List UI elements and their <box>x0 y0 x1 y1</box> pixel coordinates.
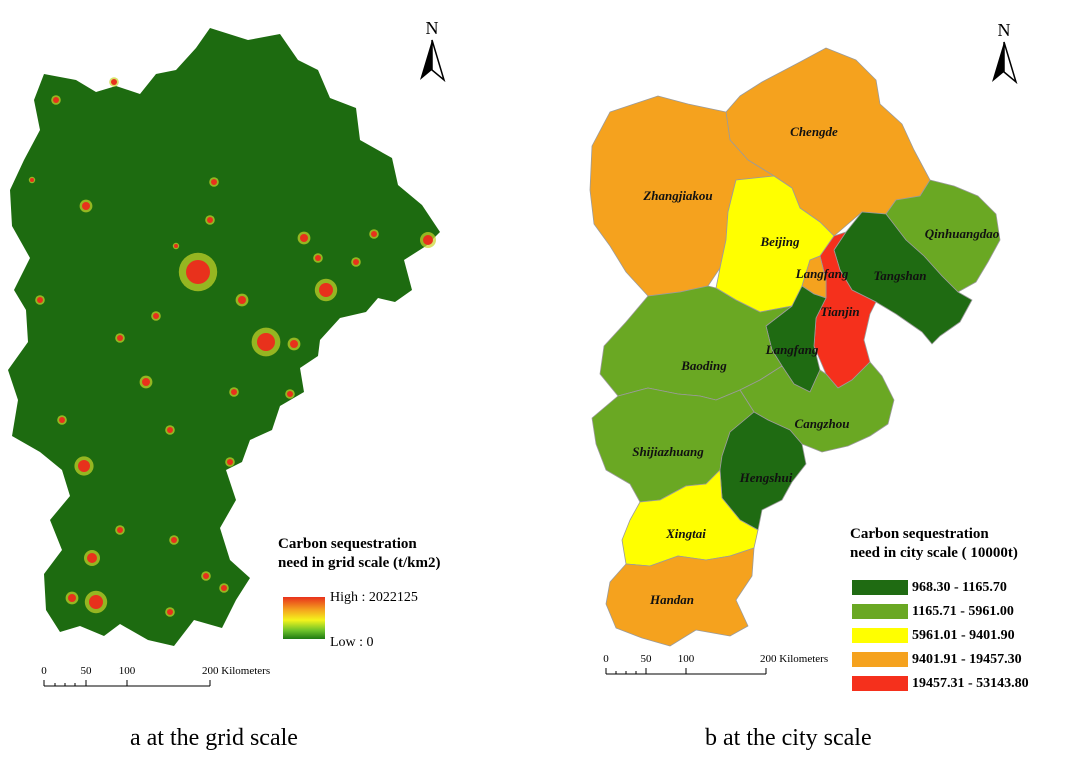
hotspot <box>142 378 150 386</box>
legend-class-4-label: 9401.91 - 19457.30 <box>912 652 1022 667</box>
north-label-a: N <box>426 18 439 38</box>
city-scale-map: Chengde Zhangjiakou Beijing Qinhuangdao … <box>589 20 1018 675</box>
hotspot <box>117 335 123 341</box>
legend-class-2-label: 1165.71 - 5961.00 <box>912 604 1014 619</box>
hotspot <box>231 389 237 395</box>
hotspot <box>78 460 90 472</box>
label-tangshan: Tangshan <box>874 268 927 283</box>
north-arrow-b-left-half <box>992 42 1004 82</box>
legend-class-3-label: 5961.01 - 9401.90 <box>912 628 1015 643</box>
hotspot <box>319 283 333 297</box>
hotspot <box>423 235 433 245</box>
hotspot <box>89 595 103 609</box>
hotspot <box>287 391 293 397</box>
hotspot <box>207 217 213 223</box>
label-chengde: Chengde <box>790 124 838 139</box>
hotspot <box>315 255 321 261</box>
city-handan[interactable] <box>605 547 755 647</box>
north-arrow-a: N <box>420 18 446 83</box>
legend-class-2-swatch <box>852 604 908 619</box>
region-shape-grid <box>8 28 440 646</box>
caption-b: b at the city scale <box>705 725 872 751</box>
hotspot <box>171 537 177 543</box>
hotspot <box>82 202 90 210</box>
legend-class-1-swatch <box>852 580 908 595</box>
scale-b-tick-50: 50 <box>641 653 653 665</box>
hotspot <box>111 79 117 85</box>
hotspot <box>371 231 377 237</box>
scale-bar-b: 0 50 100 200 Kilometers <box>603 653 828 675</box>
hotspot <box>53 97 59 103</box>
hotspot <box>211 179 217 185</box>
hotspot-layer <box>28 77 436 617</box>
hotspot <box>117 527 123 533</box>
label-beijing: Beijing <box>759 234 800 249</box>
city-legend-title-line2: need in city scale ( 10000t) <box>850 545 1018 561</box>
scale-tick-200: 200 Kilometers <box>202 665 270 677</box>
label-xingtai: Xingtai <box>665 526 706 541</box>
label-langfang-south: Langfang <box>765 342 819 357</box>
scale-b-tick-0: 0 <box>603 653 609 665</box>
label-qinhuangdao: Qinhuangdao <box>925 226 1000 241</box>
hotspot <box>174 244 178 248</box>
gradient-legend-swatch <box>283 597 325 639</box>
hotspot <box>238 296 246 304</box>
grid-legend-title: Carbon sequestration need in grid scale … <box>278 535 441 573</box>
legend-class-5-label: 19457.31 - 53143.80 <box>912 676 1029 691</box>
hotspot <box>203 573 209 579</box>
hotspot <box>221 585 227 591</box>
label-zhangjiakou: Zhangjiakou <box>642 188 712 203</box>
label-baoding: Baoding <box>680 358 727 373</box>
legend-class-1-label: 968.30 - 1165.70 <box>912 580 1007 595</box>
city-labels: Chengde Zhangjiakou Beijing Qinhuangdao … <box>632 124 999 607</box>
hotspot <box>30 178 34 182</box>
label-handan: Handan <box>649 592 694 607</box>
hotspot <box>186 260 210 284</box>
north-arrow-right-half <box>431 39 446 83</box>
north-arrow-left-half <box>420 40 432 80</box>
label-hengshui: Hengshui <box>739 470 793 485</box>
grid-legend-title-line1: Carbon sequestration <box>278 536 417 552</box>
north-arrow-b: N <box>992 20 1018 85</box>
grid-scale-map: N 0 50 100 200 Kilometers <box>8 18 446 687</box>
scale-tick-0: 0 <box>41 665 47 677</box>
scale-bar-a: 0 50 100 200 Kilometers <box>41 665 270 687</box>
legend-class-4-swatch <box>852 652 908 667</box>
hotspot <box>87 553 97 563</box>
hotspot <box>300 234 308 242</box>
caption-a: a at the grid scale <box>130 725 298 751</box>
north-label-b: N <box>998 20 1011 40</box>
grid-legend-low: Low : 0 <box>330 635 374 650</box>
label-cangzhou: Cangzhou <box>795 416 850 431</box>
north-arrow-b-right-half <box>1003 41 1018 85</box>
hotspot <box>167 609 173 615</box>
grid-legend-high: High : 2022125 <box>330 590 418 605</box>
label-shijiazhuang: Shijiazhuang <box>632 444 704 459</box>
hotspot <box>68 594 76 602</box>
hotspot <box>227 459 233 465</box>
scale-b-tick-200: 200 Kilometers <box>760 653 828 665</box>
hotspot <box>353 259 359 265</box>
hotspot <box>167 427 173 433</box>
hotspot <box>153 313 159 319</box>
hotspot <box>257 333 275 351</box>
scale-tick-50: 50 <box>81 665 93 677</box>
city-legend-title-line1: Carbon sequestration <box>850 526 989 542</box>
legend-class-3-swatch <box>852 628 908 643</box>
label-langfang-north: Langfang <box>795 266 849 281</box>
scale-b-tick-100: 100 <box>678 653 695 665</box>
legend-class-5-swatch <box>852 676 908 691</box>
hotspot <box>290 340 298 348</box>
grid-legend-title-line2: need in grid scale (t/km2) <box>278 555 441 571</box>
city-legend-title: Carbon sequestration need in city scale … <box>850 525 1018 563</box>
hotspot <box>37 297 43 303</box>
label-tianjin: Tianjin <box>820 304 859 319</box>
hotspot <box>59 417 65 423</box>
grid-scale-map-panel: N 0 50 100 200 Kilometers <box>0 0 530 767</box>
scale-tick-100: 100 <box>119 665 136 677</box>
city-scale-map-panel: Chengde Zhangjiakou Beijing Qinhuangdao … <box>530 0 1065 767</box>
